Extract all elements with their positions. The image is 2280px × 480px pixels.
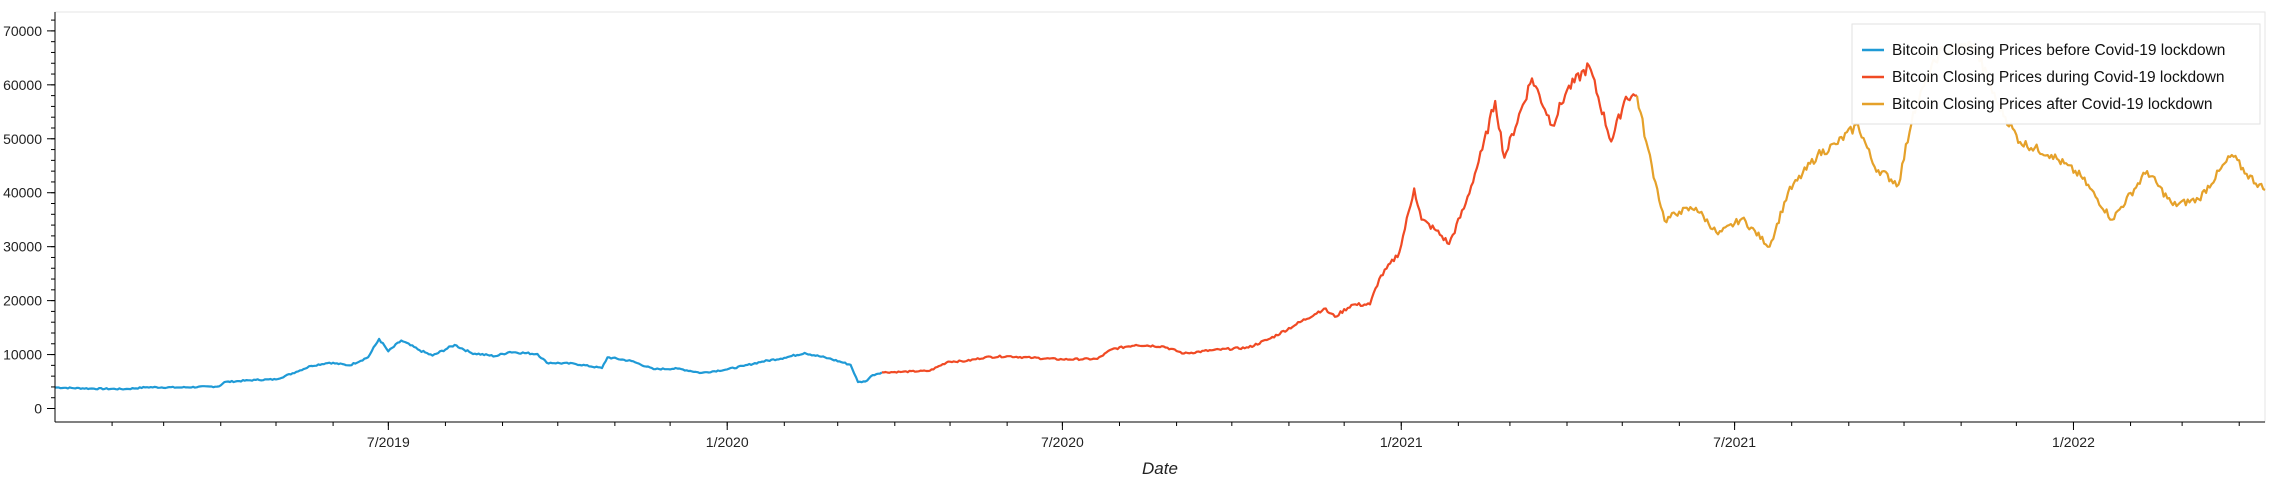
x-tick-label: 1/2021 <box>1380 434 1423 450</box>
y-tick-label: 10000 <box>3 347 42 363</box>
legend-label: Bitcoin Closing Prices during Covid-19 l… <box>1892 69 2225 86</box>
x-axis-title: Date <box>1142 459 1178 478</box>
y-axis: 0 10000 20000 30000 40000 50000 60000 70000 <box>3 12 56 422</box>
y-tick-label: 50000 <box>3 131 42 147</box>
legend: Bitcoin Closing Prices before Covid-19 l… <box>1851 23 2261 125</box>
x-tick-label: 7/2020 <box>1041 434 1084 450</box>
x-tick-label: 7/2021 <box>1713 434 1756 450</box>
series-line-1 <box>55 337 883 391</box>
x-tick-label: 1/2022 <box>2052 434 2095 450</box>
y-tick-label: 20000 <box>3 293 42 309</box>
y-tick-label: 40000 <box>3 185 42 201</box>
y-tick-label: 30000 <box>3 239 42 255</box>
legend-box <box>1851 23 2261 125</box>
x-axis: 7/2019 1/2020 7/2020 1/2021 7/2021 1/2022 <box>55 421 2265 450</box>
x-tick-label: 1/2020 <box>706 434 749 450</box>
y-tick-label: 70000 <box>3 23 42 39</box>
x-tick-label: 7/2019 <box>367 434 410 450</box>
legend-label: Bitcoin Closing Prices after Covid-19 lo… <box>1892 96 2212 113</box>
series-line-2 <box>881 62 1637 374</box>
legend-label: Bitcoin Closing Prices before Covid-19 l… <box>1892 42 2225 59</box>
y-tick-label: 0 <box>34 401 42 417</box>
y-tick-label: 60000 <box>3 77 42 93</box>
